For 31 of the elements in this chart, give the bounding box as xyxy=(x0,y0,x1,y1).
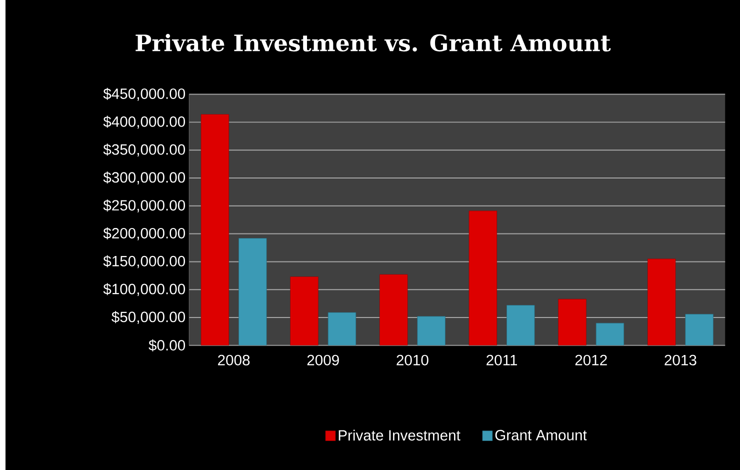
x-tick-label: 2012 xyxy=(575,354,607,366)
bar xyxy=(468,210,498,346)
y-tick-label: $50,000.00 xyxy=(112,310,186,324)
x-tick-label: 2013 xyxy=(664,354,696,366)
y-tick-label: $200,000.00 xyxy=(103,227,186,240)
bar xyxy=(596,322,624,346)
x-tick-label: 2009 xyxy=(307,354,339,366)
legend-label: Grant Amount xyxy=(495,430,587,440)
bar xyxy=(380,274,408,346)
x-tick-label: 2011 xyxy=(486,354,518,366)
bar xyxy=(558,298,586,346)
y-tick-label: $300,000.00 xyxy=(103,171,186,184)
legend-label: Private Investment xyxy=(338,429,460,440)
bar xyxy=(290,276,318,346)
x-tick-label: 2008 xyxy=(218,354,250,366)
bar xyxy=(200,114,230,346)
bar xyxy=(328,312,356,346)
y-tick-label: $100,000.00 xyxy=(103,282,186,296)
bar xyxy=(506,304,535,346)
y-tick-label: $400,000.00 xyxy=(103,116,186,128)
bar xyxy=(685,314,714,346)
y-tick-label: $250,000.00 xyxy=(103,199,186,212)
y-tick-label: $0.00 xyxy=(148,339,186,352)
y-tick-label: $150,000.00 xyxy=(103,255,186,268)
bar xyxy=(417,316,446,346)
bar xyxy=(647,258,676,346)
y-tick-label: $450,000.00 xyxy=(103,88,186,100)
x-tick-label: 2010 xyxy=(396,354,428,366)
bar xyxy=(238,238,267,346)
y-tick-label: $350,000.00 xyxy=(103,143,186,156)
chart-title: Private Investment vs. Grant Amount xyxy=(136,34,611,52)
